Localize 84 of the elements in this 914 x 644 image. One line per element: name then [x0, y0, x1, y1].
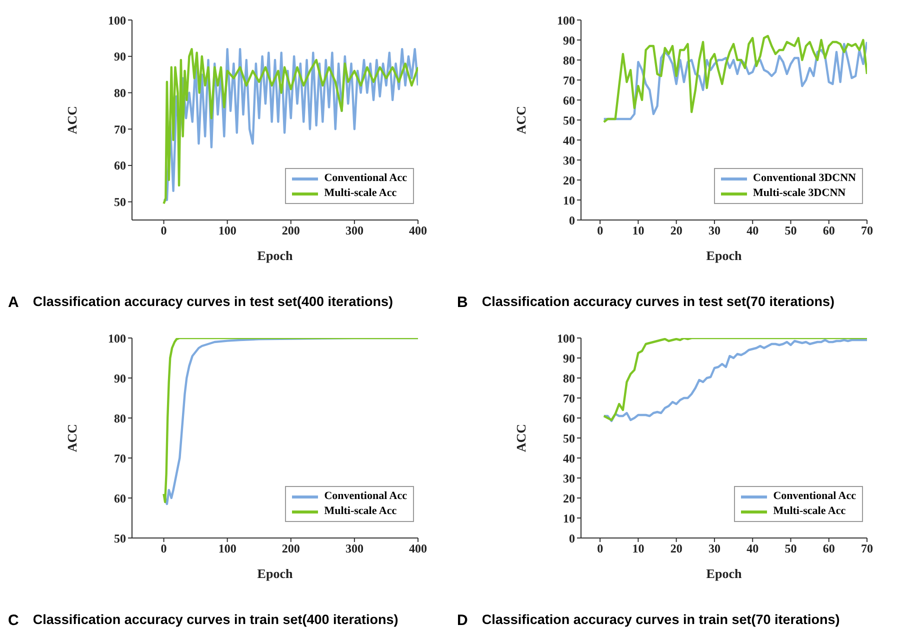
x-tick-label: 60 [822, 542, 835, 556]
x-tick-label: 0 [160, 542, 167, 556]
y-tick-label: 10 [563, 511, 575, 526]
y-tick-label: 60 [563, 93, 575, 108]
x-tick-label: 70 [861, 224, 873, 238]
y-tick-label: 40 [563, 133, 575, 148]
y-tick-label: 100 [557, 13, 575, 28]
y-tick-label: 70 [563, 391, 575, 406]
y-tick-label: 90 [114, 50, 126, 64]
y-tick-label: 100 [108, 13, 126, 28]
y-tick-label: 20 [563, 491, 575, 506]
y-axis-title: ACC [64, 106, 80, 134]
y-tick-label: 50 [114, 195, 126, 210]
x-tick-label: 300 [345, 542, 364, 556]
x-tick-label: 40 [746, 224, 759, 238]
y-axis-title: ACC [514, 106, 529, 134]
x-tick-label: 100 [218, 224, 236, 238]
x-axis-title: Epoch [706, 248, 742, 263]
y-tick-label: 10 [563, 193, 575, 208]
y-tick-label: 40 [563, 451, 575, 466]
legend-label: Conventional Acc [773, 489, 856, 504]
y-tick-label: 30 [563, 471, 575, 486]
y-tick-label: 60 [114, 158, 126, 173]
text: C [8, 612, 19, 629]
text: A [8, 294, 19, 311]
x-tick-label: 400 [409, 542, 427, 556]
y-tick-label: 20 [563, 173, 575, 188]
x-tick-label: 400 [409, 224, 427, 238]
x-tick-label: 20 [670, 224, 682, 238]
legend-label: Conventional Acc [324, 489, 407, 504]
text: B [457, 294, 468, 311]
x-tick-label: 200 [282, 224, 300, 238]
x-tick-label: 100 [218, 542, 236, 556]
y-tick-label: 100 [557, 331, 575, 346]
y-tick-label: 90 [114, 371, 126, 386]
y-tick-label: 0 [569, 213, 575, 228]
y-tick-label: 90 [563, 33, 575, 48]
legend-label: Conventional 3DCNN [753, 171, 856, 186]
x-tick-label: 30 [708, 224, 720, 238]
y-tick-label: 70 [563, 73, 575, 88]
y-tick-label: 50 [563, 113, 575, 128]
text: Classification accuracy curves in train set(400 iterations) [32, 612, 398, 629]
y-tick-label: 30 [563, 153, 575, 168]
x-tick-label: 50 [784, 224, 797, 238]
x-tick-label: 40 [746, 542, 759, 556]
x-tick-label: 10 [632, 542, 644, 556]
y-tick-label: 60 [114, 491, 126, 506]
y-tick-label: 50 [563, 431, 575, 446]
y-tick-label: 50 [114, 531, 126, 546]
x-tick-label: 50 [784, 542, 797, 556]
text: Classification accuracy curves in test set(70 iterations) [482, 294, 834, 311]
legend-label: Multi-scale 3DCNN [753, 186, 846, 201]
y-tick-label: 90 [563, 351, 575, 366]
x-tick-label: 0 [597, 224, 604, 238]
y-tick-label: 60 [563, 411, 575, 426]
y-tick-label: 0 [569, 531, 575, 546]
text: Classification accuracy curves in train set(70 iterations) [482, 612, 840, 629]
legend-label: Multi-scale Acc [324, 186, 397, 201]
y-tick-label: 80 [563, 371, 575, 386]
x-tick-label: 70 [861, 542, 873, 556]
x-tick-label: 0 [597, 542, 604, 556]
legend-label: Multi-scale Acc [773, 504, 846, 519]
x-tick-label: 10 [632, 224, 644, 238]
x-axis-title: Epoch [706, 566, 742, 581]
x-tick-label: 60 [822, 224, 835, 238]
y-tick-label: 70 [114, 451, 126, 466]
text: D [457, 612, 468, 629]
x-tick-label: 0 [160, 224, 167, 238]
y-axis-title: ACC [64, 424, 80, 452]
y-tick-label: 80 [114, 411, 126, 426]
y-tick-label: 70 [114, 122, 126, 136]
y-tick-label: 100 [108, 331, 126, 346]
x-tick-label: 300 [345, 224, 364, 238]
x-axis-title: Epoch [257, 566, 294, 581]
y-tick-label: 80 [563, 53, 575, 68]
x-tick-label: 30 [708, 542, 720, 556]
x-axis-title: Epoch [257, 248, 294, 263]
x-tick-label: 20 [670, 542, 682, 556]
x-tick-label: 200 [282, 542, 300, 556]
text: Classification accuracy curves in test set(400 iterations) [32, 294, 393, 311]
legend-label: Multi-scale Acc [324, 504, 397, 519]
y-axis-title: ACC [514, 424, 529, 452]
y-tick-label: 80 [114, 86, 126, 100]
legend-label: Conventional Acc [324, 171, 407, 186]
